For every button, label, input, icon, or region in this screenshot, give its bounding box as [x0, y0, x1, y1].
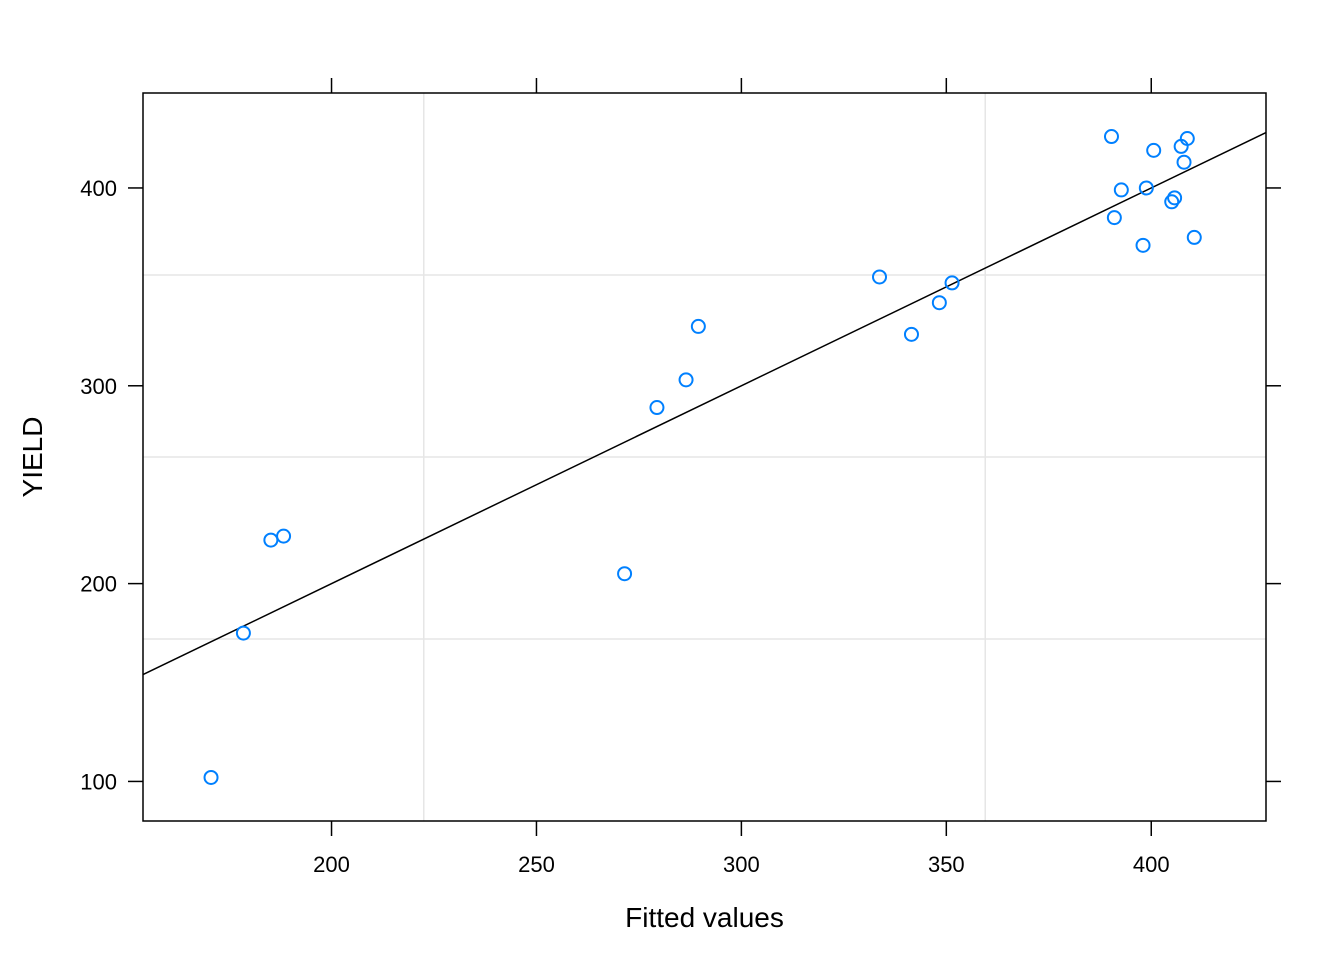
data-point-19: [1167, 190, 1183, 206]
data-point-12: [1103, 129, 1119, 145]
data-point-9: [903, 326, 919, 342]
plot-frame: [142, 92, 1267, 822]
grid-lines: [143, 93, 1266, 821]
x-tick-label-3: 350: [928, 852, 965, 877]
data-point-17: [1146, 142, 1162, 158]
y-tick-label-2: 300: [80, 374, 117, 399]
axis-ticks: [128, 78, 1281, 836]
data-point-4: [617, 566, 633, 582]
data-point-14: [1113, 182, 1129, 198]
fit-line-group: [142, 131, 1267, 676]
x-tick-label-2: 300: [723, 852, 760, 877]
data-point-16: [1138, 180, 1154, 196]
x-tick-label-1: 250: [518, 852, 555, 877]
y-axis-title: YIELD: [17, 417, 48, 498]
y-tick-label-3: 400: [80, 176, 117, 201]
data-point-11: [944, 275, 960, 291]
data-point-13: [1106, 210, 1122, 226]
data-point-6: [678, 372, 694, 388]
data-point-2: [263, 532, 279, 548]
data-point-5: [649, 400, 665, 416]
data-point-0: [203, 769, 219, 785]
fit-line: [142, 131, 1267, 676]
data-point-15: [1135, 237, 1151, 253]
data-point-23: [1186, 229, 1202, 245]
data-point-1: [235, 625, 251, 641]
tick-labels: 200 250 300 350 400 100 200 300 400: [80, 176, 1169, 877]
y-tick-label-1: 200: [80, 572, 117, 597]
x-tick-label-4: 400: [1133, 852, 1170, 877]
data-point-7: [690, 318, 706, 334]
x-tick-label-0: 200: [313, 852, 350, 877]
data-point-22: [1179, 131, 1195, 146]
data-points: [203, 129, 1202, 785]
data-point-18: [1164, 194, 1180, 210]
data-point-8: [872, 269, 888, 285]
x-axis-title: Fitted values: [625, 902, 784, 933]
data-point-3: [276, 528, 292, 544]
data-point-10: [931, 295, 947, 311]
data-point-21: [1176, 154, 1192, 170]
y-tick-label-0: 100: [80, 769, 117, 794]
